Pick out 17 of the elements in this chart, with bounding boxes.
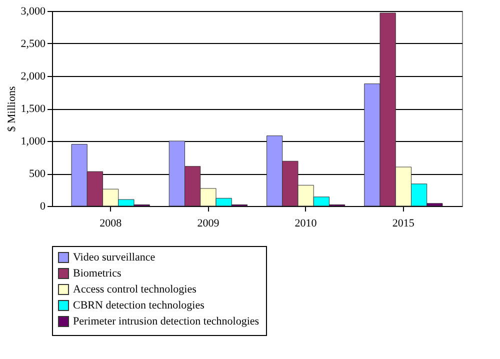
y-tick-label: 1,500 — [20, 103, 46, 115]
y-axis-title: $ Millions — [6, 86, 18, 132]
y-tick-label: 2,000 — [20, 70, 46, 82]
legend-label: Video surveillance — [73, 252, 156, 264]
y-tick-label: 0 — [40, 200, 46, 212]
y-tick-label: 3,000 — [20, 6, 46, 18]
legend-label: Access control technologies — [73, 284, 196, 296]
x-tick-label: 2015 — [392, 218, 415, 230]
legend-label: CBRN detection technologies — [73, 300, 204, 312]
x-tick-label: 2010 — [294, 218, 318, 230]
legend-label: Biometrics — [73, 268, 122, 280]
y-tick-label: 2,500 — [20, 38, 46, 50]
legend-label: Perimeter intrusion detection technologies — [73, 316, 260, 328]
x-tick-label: 2009 — [197, 218, 220, 230]
x-tick-label: 2008 — [100, 218, 122, 230]
y-tick-label: 1,000 — [20, 136, 46, 148]
y-tick-label: 500 — [29, 168, 46, 180]
